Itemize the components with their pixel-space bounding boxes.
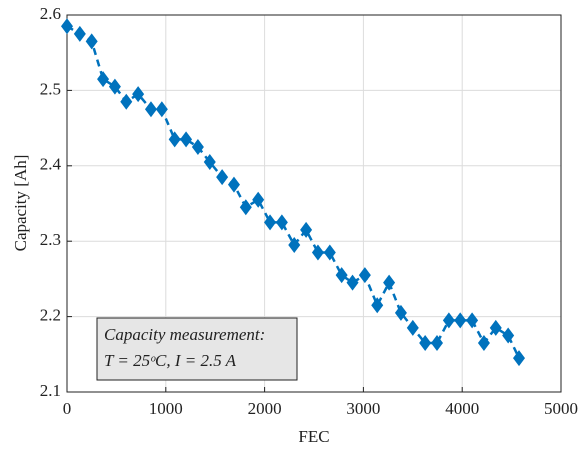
marker [311,244,324,261]
marker [346,274,359,291]
marker [275,214,288,231]
marker [108,78,121,95]
x-tick-label: 2000 [248,399,282,418]
marker [264,214,277,231]
marker [477,334,490,351]
marker [406,319,419,336]
marker [203,154,216,171]
marker [97,71,110,88]
marker [431,334,444,351]
marker [454,312,467,329]
x-tick-label: 4000 [445,399,479,418]
marker [335,267,348,284]
y-tick-label: 2.3 [40,230,61,249]
marker [513,350,526,367]
y-tick-label: 2.5 [40,79,61,98]
annotation-text: Capacity measurement: [104,325,265,344]
marker [419,334,432,351]
x-tick-label: 1000 [149,399,183,418]
marker [358,267,371,284]
marker [61,18,73,35]
plot-frame [66,14,562,393]
marker [216,169,229,186]
marker [73,25,86,42]
marker [191,138,204,155]
marker [120,93,133,110]
y-tick-label: 2.4 [40,155,62,174]
marker [227,176,240,193]
annotation-box [96,317,298,381]
marker [442,312,455,329]
y-tick-label: 2.2 [40,306,61,325]
y-tick-label: 2.1 [40,381,61,400]
marker [300,221,313,238]
marker [489,319,502,336]
x-tick-label: 5000 [544,399,578,418]
x-tick-label: 3000 [346,399,380,418]
y-tick-label: 2.6 [40,4,61,23]
marker [132,86,145,103]
marker [168,131,181,148]
x-axis-label: FEC [298,427,329,446]
y-axis-label: Capacity [Ah] [11,155,30,252]
marker [252,191,265,208]
marker [371,297,384,314]
marker [288,236,301,253]
marker [466,312,479,329]
marker [180,131,193,148]
marker [144,101,157,118]
marker [85,33,98,50]
marker [155,101,168,118]
marker [383,274,396,291]
marker [323,244,336,261]
series-line [66,25,521,359]
marker [502,327,515,344]
x-tick-label: 0 [63,399,72,418]
annotation-text: T = 25ᵒC, I = 2.5 A [104,351,237,370]
marker [239,199,252,216]
marker [394,304,407,321]
